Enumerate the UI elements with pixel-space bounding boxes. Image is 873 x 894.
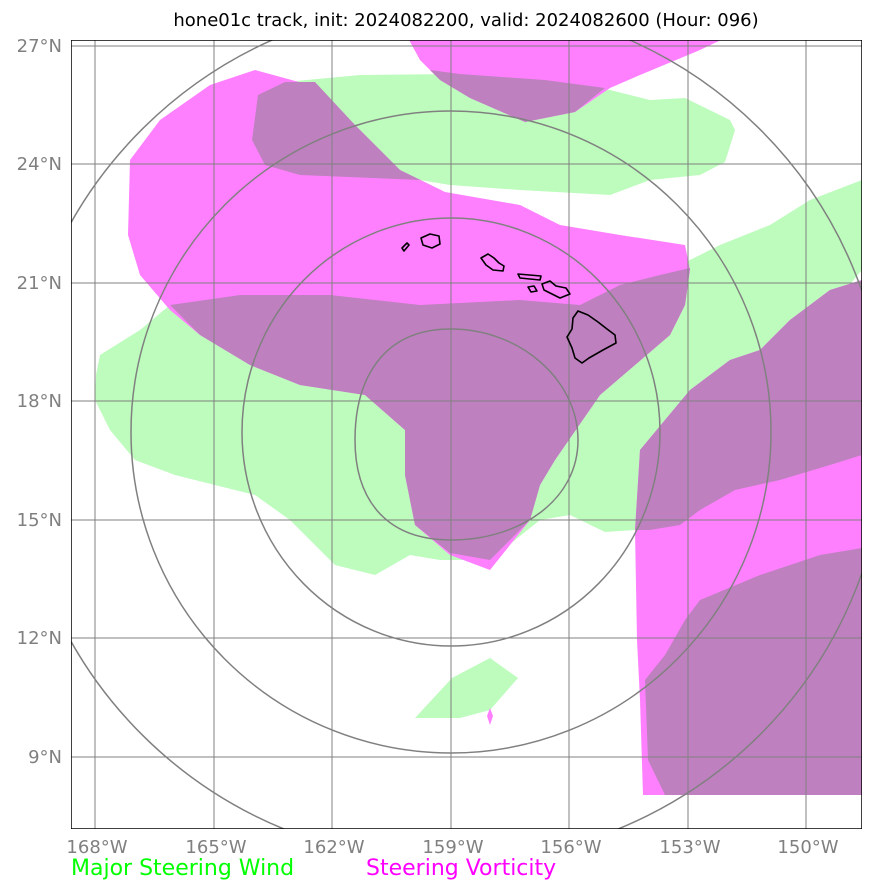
lon-label-156w: 156°W xyxy=(540,837,601,858)
map-plot-area xyxy=(71,40,862,829)
latitude-labels: 27°N 24°N 21°N 18°N 15°N 12°N 9°N xyxy=(17,36,62,768)
lat-label-9n: 9°N xyxy=(28,747,62,768)
lon-label-150w: 150°W xyxy=(777,837,838,858)
lon-label-162w: 162°W xyxy=(303,837,364,858)
island-molokai xyxy=(517,273,542,281)
longitude-labels: 168°W 165°W 162°W 159°W 156°W 153°W 150°… xyxy=(66,837,838,858)
vorticity-region-south-speck xyxy=(487,708,493,725)
lat-label-12n: 12°N xyxy=(17,628,62,649)
lat-label-21n: 21°N xyxy=(17,273,62,294)
lon-label-165w: 165°W xyxy=(185,837,246,858)
lon-label-168w: 168°W xyxy=(66,837,127,858)
island-maui xyxy=(541,280,571,299)
range-ring-inner xyxy=(354,328,579,541)
lat-label-15n: 15°N xyxy=(17,510,62,531)
island-niihau xyxy=(401,242,410,252)
lat-label-27n: 27°N xyxy=(17,36,62,57)
graticule xyxy=(71,40,862,829)
overlap-region-north xyxy=(430,70,605,122)
lat-label-24n: 24°N xyxy=(17,154,62,175)
range-ring-2 xyxy=(241,217,661,647)
map-title: hone01c track, init: 2024082200, valid: … xyxy=(173,10,758,31)
steering-wind-region-south xyxy=(415,658,518,718)
island-kauai xyxy=(420,233,441,249)
island-hawaii xyxy=(566,310,617,364)
island-lanai xyxy=(527,285,538,293)
overlap-region-central xyxy=(170,268,690,560)
range-ring-3 xyxy=(130,110,772,754)
lon-label-159w: 159°W xyxy=(422,837,483,858)
legend-steering-wind: Major Steering Wind xyxy=(71,856,295,881)
range-rings xyxy=(71,40,862,829)
lon-label-153w: 153°W xyxy=(659,837,720,858)
overlap-region-east xyxy=(635,280,862,530)
lat-label-18n: 18°N xyxy=(17,391,62,412)
island-oahu xyxy=(480,253,505,272)
overlap-region-southeast xyxy=(645,548,862,795)
legend-steering-vorticity: Steering Vorticity xyxy=(366,856,557,881)
coastline xyxy=(401,233,617,364)
